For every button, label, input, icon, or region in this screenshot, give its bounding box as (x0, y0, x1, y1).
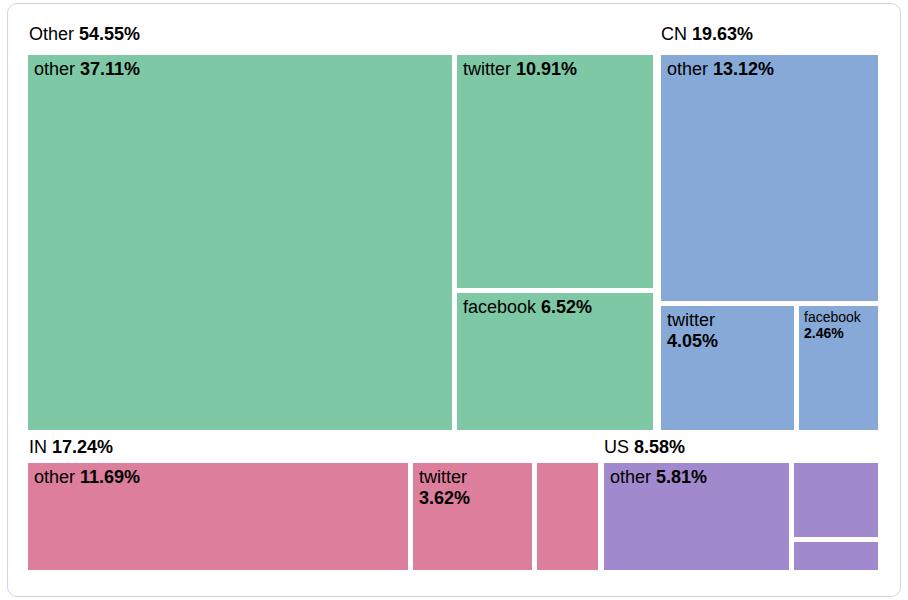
group-header-us: US 8.58% (604, 436, 685, 458)
cell-label: other 11.69% (28, 463, 408, 492)
treemap-cell-cn-twitter[interactable]: twitter4.05% (661, 306, 794, 430)
group-name: IN (29, 437, 47, 457)
group-name: Other (29, 24, 74, 44)
treemap-cell-other-facebook[interactable]: facebook 6.52% (457, 293, 653, 430)
treemap-page: Other 54.55% CN 19.63% IN 17.24% US 8.58… (0, 0, 908, 600)
group-pct: 8.58% (634, 437, 685, 457)
group-header-cn: CN 19.63% (661, 23, 753, 45)
group-header-in: IN 17.24% (29, 436, 113, 458)
treemap-cell-other-other[interactable]: other 37.11% (28, 55, 452, 430)
cell-label: twitter3.62% (413, 463, 532, 513)
treemap-cell-in-twitter[interactable]: twitter3.62% (413, 463, 532, 570)
cell-label: other 5.81% (604, 463, 789, 492)
treemap-cell-cn-facebook[interactable]: facebook2.46% (799, 306, 878, 430)
group-pct: 17.24% (52, 437, 113, 457)
treemap-card: Other 54.55% CN 19.63% IN 17.24% US 8.58… (7, 3, 901, 597)
treemap-cell-in-facebook[interactable] (537, 463, 598, 570)
treemap-cell-in-other[interactable]: other 11.69% (28, 463, 408, 570)
treemap-cell-other-twitter[interactable]: twitter 10.91% (457, 55, 653, 288)
cell-label: facebook 6.52% (457, 293, 653, 322)
group-pct: 54.55% (79, 24, 140, 44)
treemap-cell-us-facebook[interactable] (794, 542, 878, 570)
cell-label: other 37.11% (28, 55, 452, 84)
group-header-other: Other 54.55% (29, 23, 140, 45)
cell-label: twitter 10.91% (457, 55, 653, 84)
cell-label: facebook2.46% (799, 306, 878, 344)
group-name: US (604, 437, 629, 457)
treemap-cell-cn-other[interactable]: other 13.12% (661, 55, 878, 301)
group-pct: 19.63% (692, 24, 753, 44)
treemap-cell-us-twitter[interactable] (794, 463, 878, 537)
cell-label: twitter4.05% (661, 306, 794, 356)
treemap-cell-us-other[interactable]: other 5.81% (604, 463, 789, 570)
cell-label: other 13.12% (661, 55, 878, 84)
group-name: CN (661, 24, 687, 44)
